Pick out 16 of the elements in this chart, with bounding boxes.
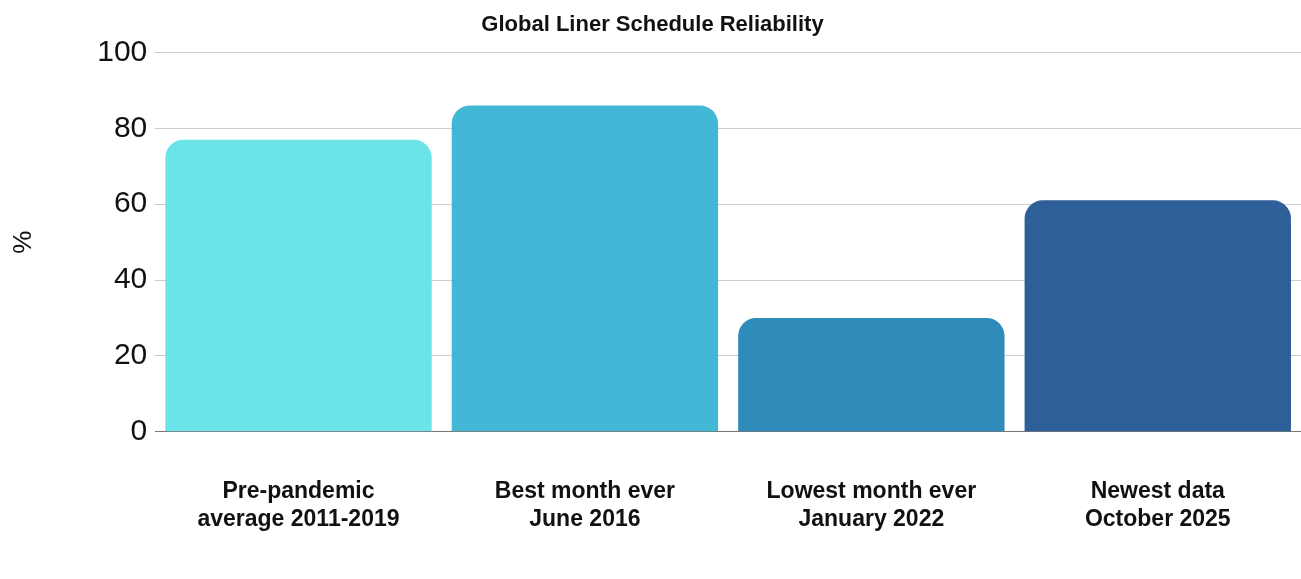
- x-tick-label: Pre-pandemic average 2011-2019: [197, 476, 400, 531]
- y-tick-label: 0: [130, 413, 148, 447]
- chart-title: Global Liner Schedule Reliability: [481, 11, 825, 37]
- y-tick-label: 40: [113, 261, 148, 295]
- bar: [165, 139, 432, 432]
- y-tick-label: 20: [113, 337, 148, 371]
- x-tick-label: Best month ever June 2016: [494, 476, 676, 531]
- y-tick-label: 60: [113, 185, 148, 219]
- y-axis-title: %: [6, 230, 37, 254]
- y-tick-label: 100: [97, 33, 148, 67]
- y-tick-label: 80: [113, 109, 148, 143]
- x-tick-label: Newest data October 2025: [1084, 476, 1231, 531]
- x-tick-label: Lowest month ever January 2022: [766, 476, 977, 531]
- bar: [451, 105, 719, 432]
- bar: [1024, 200, 1291, 432]
- bar: [738, 317, 1005, 432]
